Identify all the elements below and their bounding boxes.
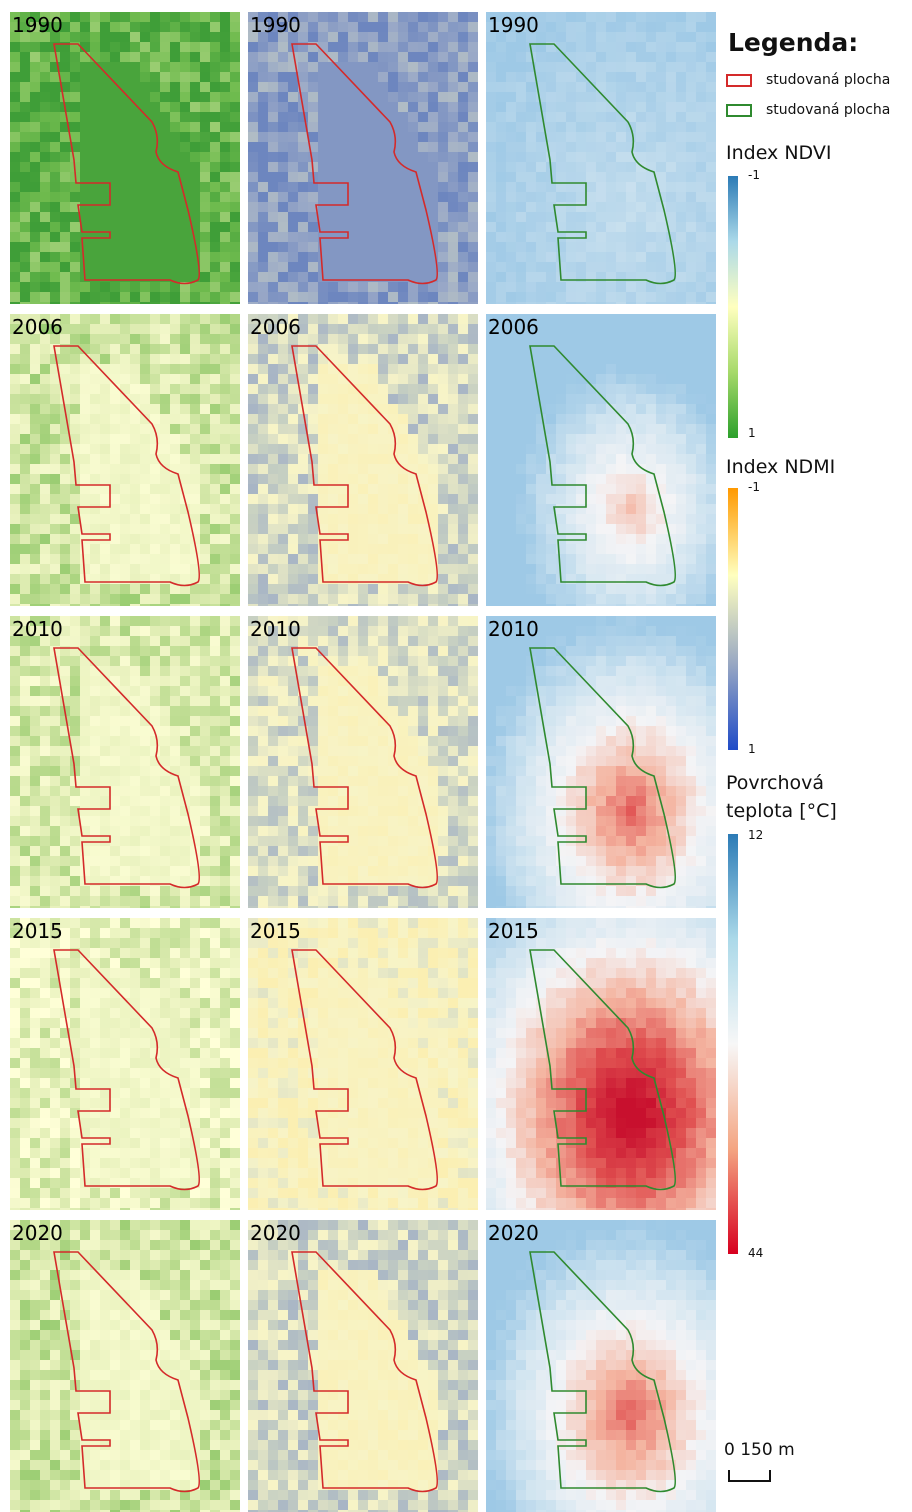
raster-cells: [486, 1220, 716, 1512]
year-label: 1990: [12, 13, 63, 37]
raster-cells: [10, 12, 240, 304]
legend-title: Legenda:: [728, 28, 858, 57]
map-grid: 1990 1990 1990 2006 2006 2006 2010 2010 …: [10, 12, 716, 1508]
raster-cells: [486, 918, 716, 1210]
raster-cells: [248, 12, 478, 304]
ndvi-max-label: 1: [748, 426, 756, 440]
raster-cells: [248, 314, 478, 606]
raster-cells: [248, 918, 478, 1210]
scale-bar-icon: [728, 1468, 772, 1484]
ndvi-legend-title: Index NDVI: [726, 142, 831, 165]
raster-cells: [10, 616, 240, 908]
year-label: 1990: [250, 13, 301, 37]
map-panel-lst-1990: 1990: [486, 12, 716, 304]
legend-item-label: studovaná plocha: [766, 72, 890, 88]
raster-cells: [486, 12, 716, 304]
year-label: 2020: [250, 1221, 301, 1245]
raster-cells: [248, 616, 478, 908]
map-panel-ndmi-2006: 2006: [248, 314, 478, 606]
ndmi-max-label: 1: [748, 742, 756, 756]
ndmi-color-ramp: [728, 488, 738, 750]
year-label: 1990: [488, 13, 539, 37]
year-label: 2006: [488, 315, 539, 339]
raster-cells: [486, 616, 716, 908]
map-panel-ndmi-2015: 2015: [248, 918, 478, 1210]
year-label: 2020: [488, 1221, 539, 1245]
year-label: 2006: [250, 315, 301, 339]
ndmi-legend-title: Index NDMI: [726, 456, 835, 479]
year-label: 2010: [250, 617, 301, 641]
raster-cells: [10, 918, 240, 1210]
year-label: 2006: [12, 315, 63, 339]
lst-max-label: 44: [748, 1246, 763, 1260]
ndvi-min-label: -1: [748, 168, 760, 182]
year-label: 2020: [12, 1221, 63, 1245]
legend-item-label: studovaná plocha: [766, 102, 890, 118]
red-outline-swatch-icon: [726, 74, 752, 87]
lst-color-ramp: [728, 834, 738, 1254]
raster-cells: [10, 314, 240, 606]
map-panel-ndvi-2015: 2015: [10, 918, 240, 1210]
year-label: 2015: [250, 919, 301, 943]
lst-legend-title-line1: Povrchová: [726, 772, 824, 795]
map-panel-ndvi-2006: 2006: [10, 314, 240, 606]
year-label: 2010: [488, 617, 539, 641]
lst-min-label: 12: [748, 828, 763, 842]
green-outline-swatch-icon: [726, 104, 752, 117]
raster-cells: [10, 1220, 240, 1512]
raster-cells: [248, 1220, 478, 1512]
year-label: 2010: [12, 617, 63, 641]
map-panel-ndvi-2010: 2010: [10, 616, 240, 908]
map-panel-lst-2020: 2020: [486, 1220, 716, 1512]
scale-bar-label: 0 150 m: [724, 1440, 795, 1460]
map-panel-lst-2006: 2006: [486, 314, 716, 606]
year-label: 2015: [488, 919, 539, 943]
map-panel-lst-2015: 2015: [486, 918, 716, 1210]
map-panel-ndmi-1990: 1990: [248, 12, 478, 304]
map-panel-ndvi-1990: 1990: [10, 12, 240, 304]
year-label: 2015: [12, 919, 63, 943]
ndvi-color-ramp: [728, 176, 738, 438]
legend: Legenda: studovaná plocha studovaná ploc…: [722, 28, 910, 1498]
map-panel-ndmi-2020: 2020: [248, 1220, 478, 1512]
map-panel-ndvi-2020: 2020: [10, 1220, 240, 1512]
raster-cells: [486, 314, 716, 606]
map-panel-lst-2010: 2010: [486, 616, 716, 908]
map-panel-ndmi-2010: 2010: [248, 616, 478, 908]
lst-legend-title-line2: teplota [°C]: [726, 800, 837, 823]
ndmi-min-label: -1: [748, 480, 760, 494]
